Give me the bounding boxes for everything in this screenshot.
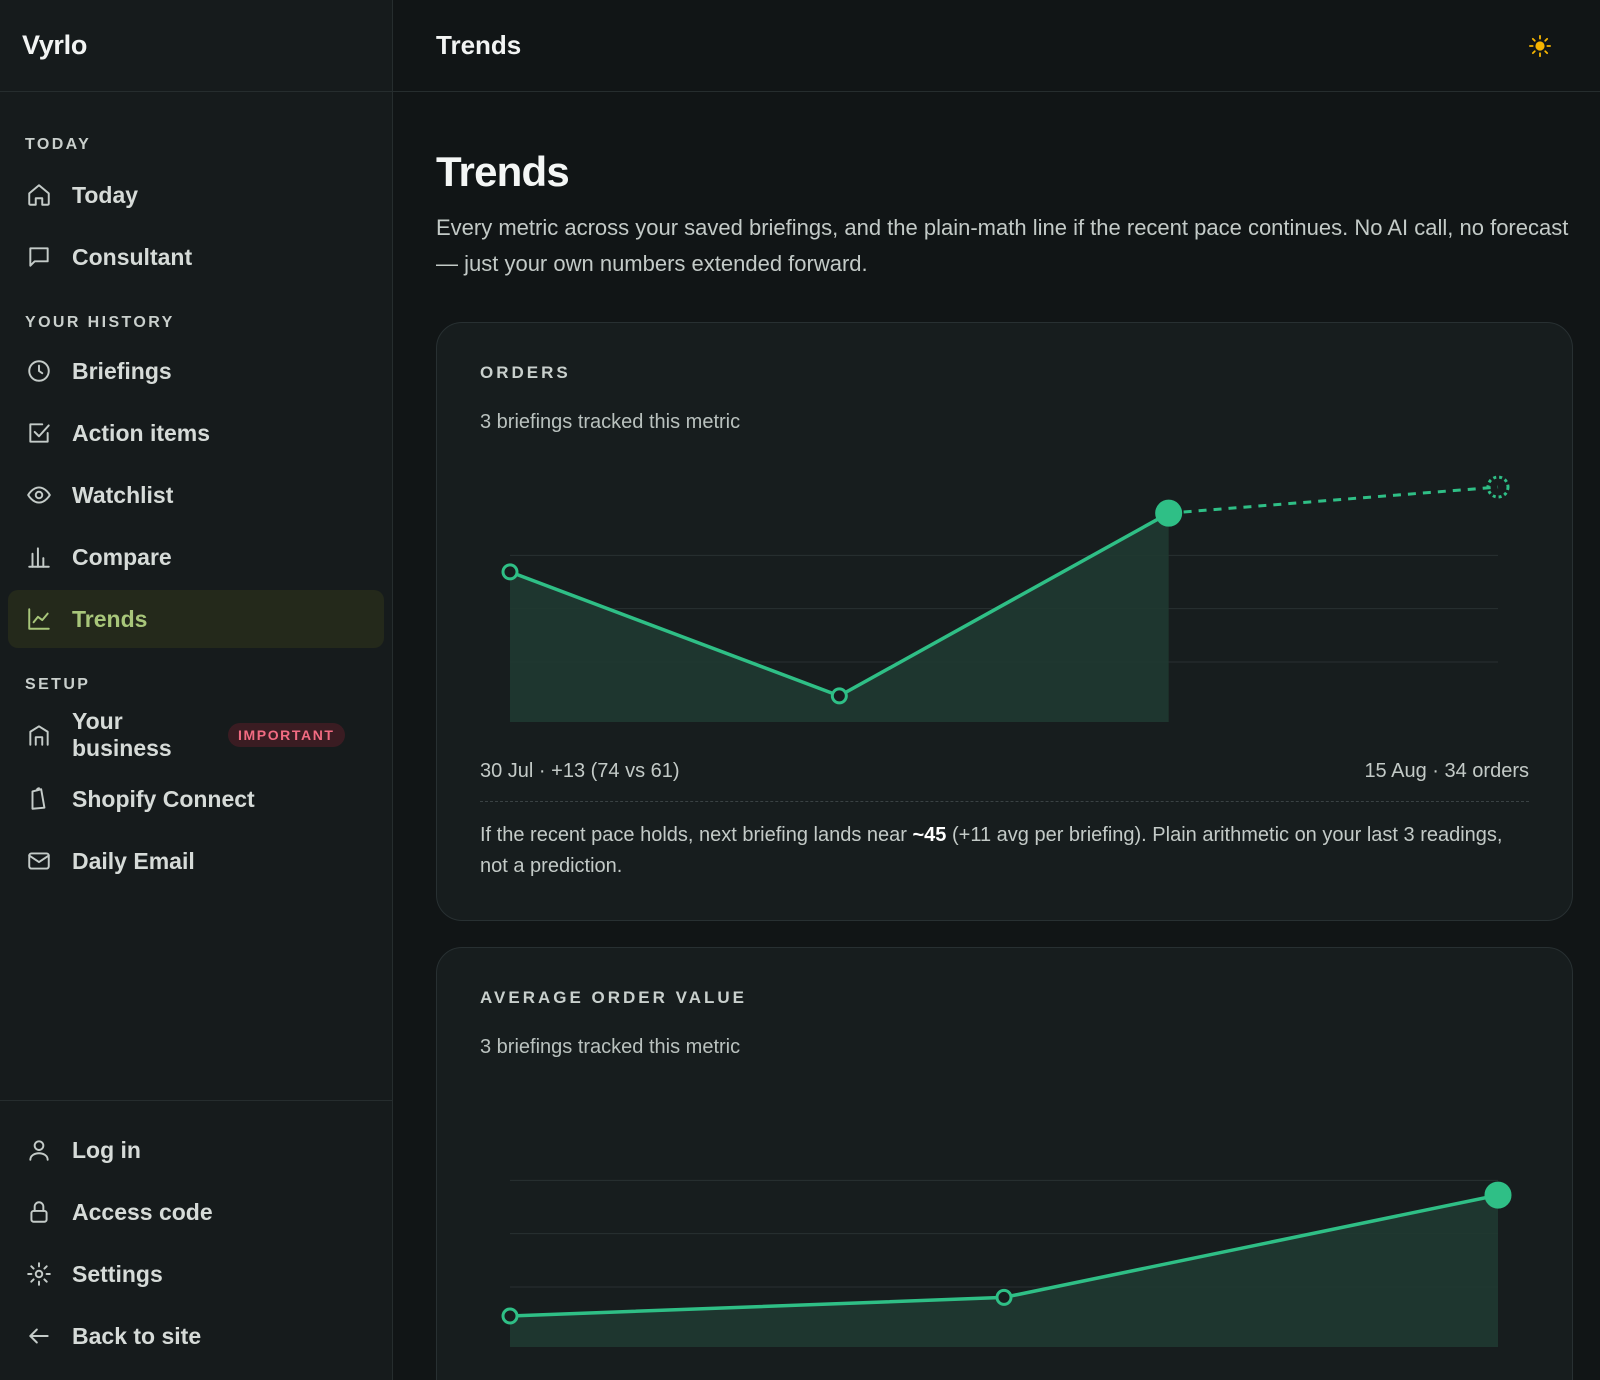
projection-point [1486,475,1510,499]
sidebar-item-log-in[interactable]: Log in [8,1121,384,1179]
sidebar-item-label: Trends [72,605,148,632]
sidebar-item-label: Log in [72,1136,141,1163]
sidebar: Vyrlo TODAY Today Consultant YOUR HISTOR… [0,0,393,1380]
sun-icon [1529,34,1551,57]
series-area [510,1195,1498,1347]
metric-subtitle: 3 briefings tracked this metric [480,1036,741,1058]
data-point [501,563,519,581]
stat-right: 15 Aug · 34 orders [1364,760,1529,782]
page-title: Trends [436,148,570,195]
gear-icon [25,1260,53,1288]
sidebar-item-label: Shopify Connect [72,785,255,812]
sidebar-item-label: Today [72,181,139,208]
topbar-title: Trends [436,30,522,60]
sidebar-item-your-business[interactable]: Your business IMPORTANT [8,704,384,766]
metric-card-average-order-value: AVERAGE ORDER VALUE 3 briefings tracked … [436,947,1573,1380]
lock-icon [25,1198,53,1226]
store-icon [25,721,53,749]
note-projected-value: ~45 [912,824,947,846]
sidebar-item-label: Briefings [72,357,172,384]
trends-page: Trends Every metric across your saved br… [393,92,1600,1380]
sidebar-bottom: Log in Access code Settings Back to site [0,1100,392,1369]
note-text-after: (+11 avg per briefing). Plain arithmetic… [480,824,1503,877]
sidebar-item-back-to-site[interactable]: Back to site [8,1307,384,1365]
data-point-latest [1155,499,1183,527]
sidebar-item-daily-email[interactable]: Daily Email [8,832,384,890]
clock-icon [25,357,53,385]
theme-toggle-button[interactable] [1524,30,1556,62]
arrow-left-icon [25,1322,53,1350]
sidebar-item-compare[interactable]: Compare [8,528,384,586]
data-point [501,1307,519,1325]
bar-chart-icon [25,543,53,571]
stat-left: 30 Jul · +13 (74 vs 61) [480,760,680,782]
metric-label: ORDERS [480,363,571,382]
shopping-bag-icon [25,785,53,813]
chat-icon [25,243,53,271]
sidebar-item-label: Access code [72,1198,213,1225]
line-chart-icon [25,605,53,633]
sidebar-item-watchlist[interactable]: Watchlist [8,466,384,524]
sidebar-item-label: Compare [72,543,172,570]
mail-icon [25,847,53,875]
sidebar-item-label: Watchlist [72,481,174,508]
section-label-setup: SETUP [25,676,91,693]
aov-chart [501,1179,1512,1347]
sidebar-item-label: Settings [72,1260,163,1287]
projection-note: If the recent pace holds, next briefing … [480,820,1529,882]
sidebar-item-shopify-connect[interactable]: Shopify Connect [8,770,384,828]
important-badge: IMPORTANT [228,723,345,747]
sidebar-item-label: Your business [72,708,172,761]
stat-row: 30 Jul · +13 (74 vs 61) 15 Aug · 34 orde… [480,760,1529,802]
sidebar-item-access-code[interactable]: Access code [8,1183,384,1241]
section-label-history: YOUR HISTORY [25,314,175,331]
sidebar-item-trends[interactable]: Trends [8,590,384,648]
topbar: Trends [393,0,1600,92]
sidebar-item-label: Action items [72,419,211,446]
sidebar-item-label: Consultant [72,243,193,270]
note-text-before: If the recent pace holds, next briefing … [480,824,913,846]
sidebar-item-today[interactable]: Today [8,166,384,224]
sidebar-nav: TODAY Today Consultant YOUR HISTORY [0,92,392,890]
brand-bar: Vyrlo [0,0,392,92]
page-description: Every metric across your saved briefings… [436,215,1569,276]
section-label-today: TODAY [25,136,92,153]
data-point-latest [1484,1181,1512,1209]
sidebar-item-briefings[interactable]: Briefings [8,342,384,400]
checkbox-icon [25,419,53,447]
sidebar-item-label: Daily Email [72,847,195,874]
main-content: Trends Trends Every metric across your s… [393,0,1600,1380]
metric-subtitle: 3 briefings tracked this metric [480,411,741,433]
projection-line [1168,485,1499,515]
eye-icon [25,481,53,509]
sidebar-item-settings[interactable]: Settings [8,1245,384,1303]
metric-card-orders: ORDERS 3 briefings tracked this metric 3… [436,322,1573,921]
series-area [510,513,1169,722]
orders-chart [501,475,1510,722]
data-point [830,687,848,705]
sidebar-item-consultant[interactable]: Consultant [8,228,384,286]
user-icon [25,1136,53,1164]
sidebar-item-action-items[interactable]: Action items [8,404,384,462]
data-point [995,1288,1013,1306]
brand-logo[interactable]: Vyrlo [22,30,88,60]
metric-label: AVERAGE ORDER VALUE [480,988,748,1007]
home-icon [25,181,53,209]
sidebar-item-label: Back to site [72,1322,202,1349]
